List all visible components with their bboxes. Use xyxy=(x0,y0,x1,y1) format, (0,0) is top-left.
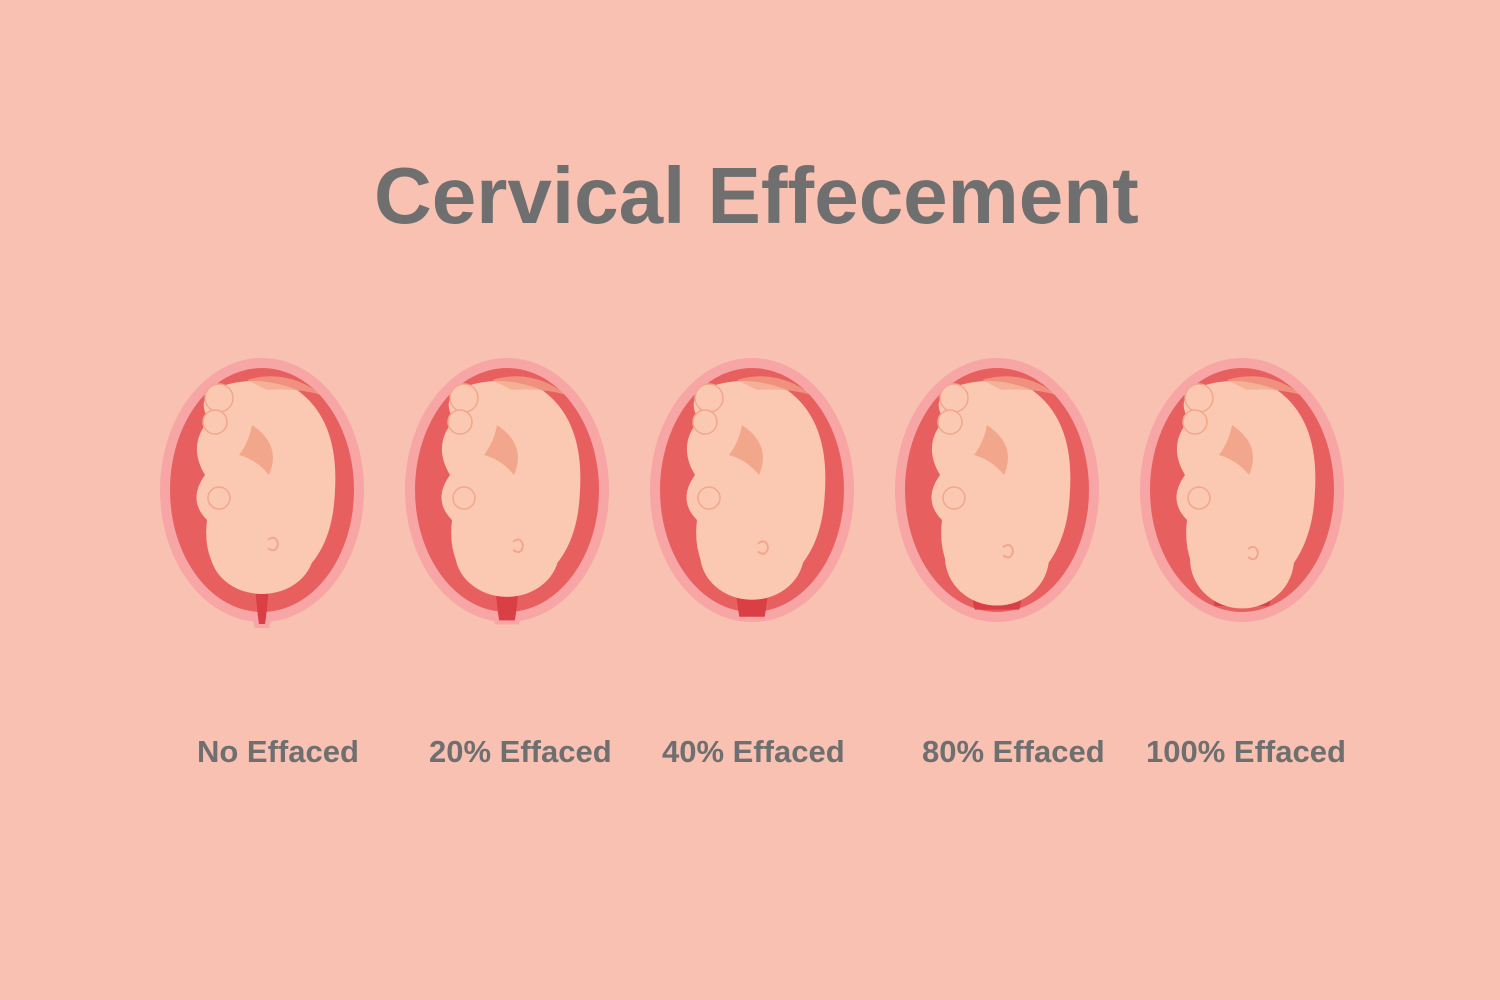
stage-label-100-effaced: 100% Effaced xyxy=(1146,734,1346,769)
stage-illustration-20-effaced xyxy=(402,350,612,655)
stage-illustration-100-effaced xyxy=(1137,350,1347,655)
fetus-figure xyxy=(686,376,826,600)
fetus-figure xyxy=(931,376,1071,606)
cervix-canal xyxy=(255,584,269,624)
stage-label-80-effaced: 80% Effaced xyxy=(922,734,1105,769)
stage-label-no-effaced: No Effaced xyxy=(197,734,359,769)
stage-label-40-effaced: 40% Effaced xyxy=(662,734,845,769)
stage-illustration-40-effaced xyxy=(647,350,857,655)
stage-illustration-80-effaced xyxy=(892,350,1102,655)
fetus-figure xyxy=(196,376,336,594)
diagram-title: Cervical Effecement xyxy=(374,151,1139,240)
fetus-figure xyxy=(441,376,581,597)
stage-label-20-effaced: 20% Effaced xyxy=(429,734,612,769)
fetus-figure xyxy=(1176,376,1316,609)
stage-illustration-no-effaced xyxy=(157,350,367,655)
